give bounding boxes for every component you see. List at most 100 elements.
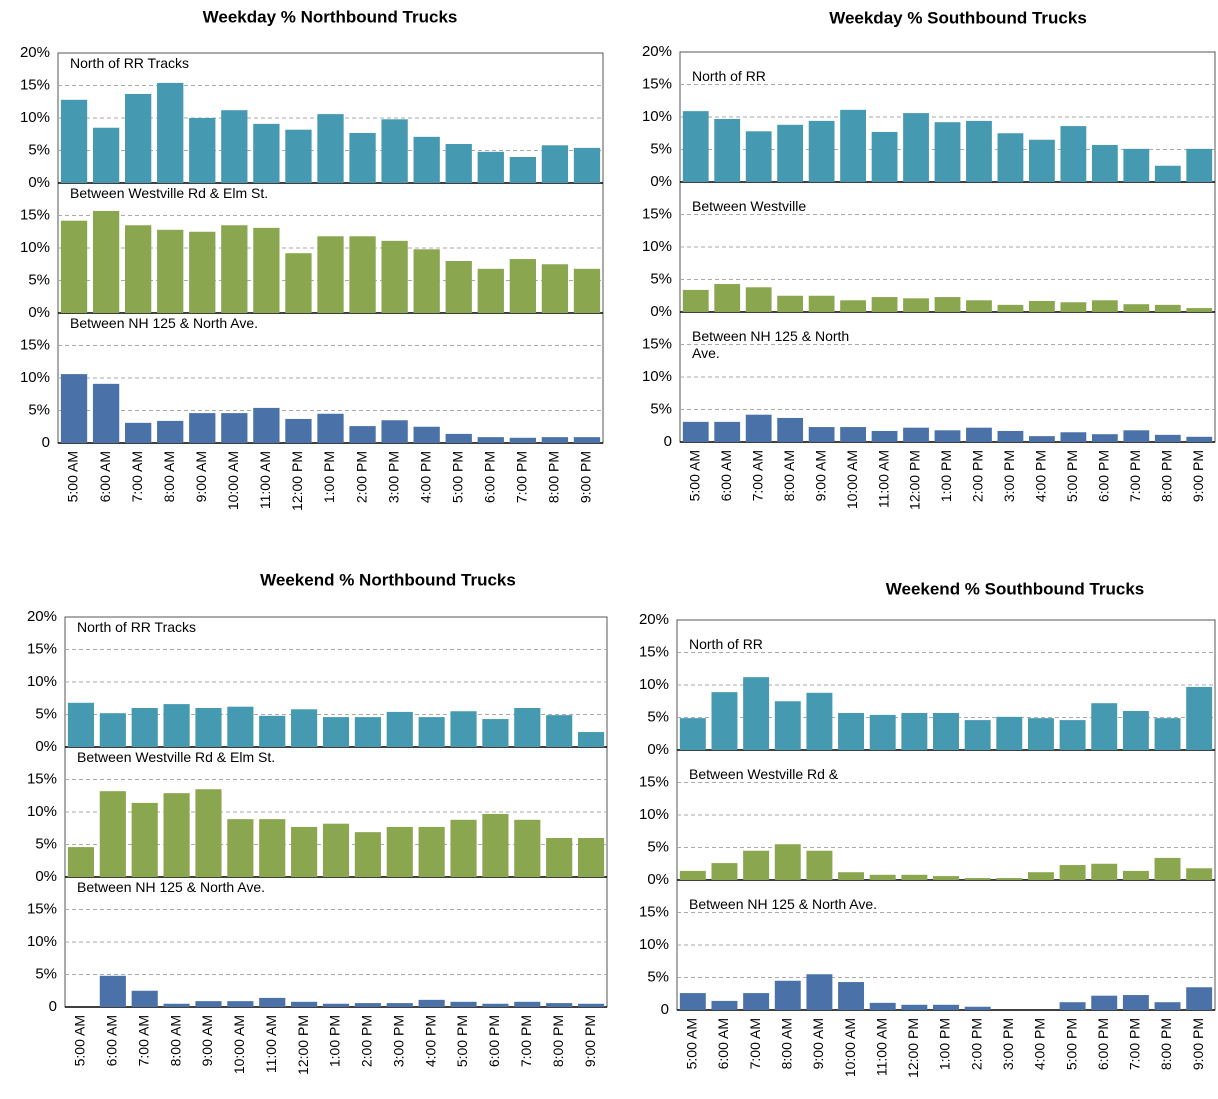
bar — [1059, 1002, 1086, 1010]
bar — [808, 427, 835, 442]
bar — [125, 225, 152, 313]
y-tick-label: 15% — [639, 773, 669, 790]
bar — [682, 111, 709, 182]
bar — [964, 1006, 991, 1010]
x-tick-label: 8:00 AM — [161, 451, 177, 502]
bar — [285, 129, 312, 183]
bar — [60, 374, 88, 443]
x-tick-label: 1:00 PM — [321, 451, 337, 503]
bar — [714, 421, 741, 442]
y-tick-label: 10% — [27, 933, 57, 950]
bar — [546, 838, 573, 877]
x-tick-label: 5:00 AM — [684, 1018, 700, 1069]
bar — [477, 268, 504, 313]
bar — [774, 844, 801, 880]
x-tick-label: 5:00 PM — [1064, 450, 1080, 502]
y-tick-label: 20% — [639, 611, 669, 628]
bar — [1122, 870, 1149, 880]
x-tick-label: 2:00 PM — [970, 450, 986, 502]
y-tick-label: 15% — [20, 206, 50, 223]
x-tick-label: 11:00 AM — [257, 451, 273, 509]
bar — [291, 1001, 318, 1007]
panel-label: Between NH 125 & North Ave. — [692, 328, 850, 361]
y-tick-label: 0 — [42, 434, 50, 451]
bar — [227, 819, 254, 877]
bar — [60, 220, 88, 313]
bar — [1029, 139, 1055, 182]
x-tick-label: 8:00 PM — [1158, 1018, 1174, 1070]
y-tick-label: 15% — [642, 335, 672, 352]
x-tick-label: 11:00 AM — [873, 1018, 889, 1076]
x-tick-label: 6:00 AM — [104, 1015, 120, 1066]
bar — [285, 418, 312, 443]
chart-title: Weekend % Northbound Trucks — [260, 570, 516, 589]
bar — [381, 420, 408, 443]
bar — [131, 990, 158, 1007]
bar — [221, 110, 248, 183]
x-tick-label: 6:00 PM — [486, 1015, 502, 1067]
bar — [1122, 711, 1149, 750]
bar — [195, 789, 222, 877]
bar — [546, 1003, 573, 1007]
bar — [743, 993, 770, 1010]
y-tick-label: 5% — [650, 400, 672, 417]
bar — [285, 253, 312, 313]
bar — [1186, 308, 1213, 312]
x-tick-label: 9:00 PM — [1190, 1018, 1206, 1070]
bar — [509, 259, 536, 313]
panel-label: Between NH 125 & North Ave. — [70, 315, 259, 331]
bar — [509, 437, 536, 443]
bar — [682, 289, 709, 312]
bar — [1186, 686, 1213, 750]
x-tick-label: 5:00 AM — [72, 1015, 88, 1066]
bar — [1122, 995, 1149, 1010]
bar — [1091, 703, 1118, 750]
bar — [514, 1001, 541, 1007]
bar — [777, 295, 804, 312]
bar — [381, 119, 408, 183]
bar — [189, 231, 216, 313]
bar — [743, 850, 770, 880]
bar — [253, 407, 280, 443]
bar — [99, 791, 126, 877]
bar — [577, 732, 605, 747]
bar — [482, 813, 509, 877]
bar — [934, 297, 961, 312]
bar — [163, 1003, 190, 1007]
x-tick-label: 9:00 AM — [810, 1018, 826, 1069]
bar — [131, 802, 158, 877]
bar — [966, 427, 992, 442]
x-tick-label: 7:00 AM — [749, 450, 765, 501]
x-tick-label: 5:00 AM — [65, 451, 81, 502]
bar — [259, 715, 286, 747]
x-tick-label: 9:00 AM — [812, 450, 828, 501]
bar — [1027, 718, 1054, 750]
y-tick-label: 20% — [27, 608, 57, 625]
bar — [871, 297, 898, 312]
y-tick-label: 5% — [647, 968, 669, 985]
y-tick-label: 20% — [642, 43, 672, 60]
bar — [679, 993, 706, 1010]
x-tick-label: 9:00 PM — [1190, 450, 1206, 502]
y-tick-label: 10% — [642, 368, 672, 385]
y-tick-label: 5% — [28, 141, 50, 158]
bar — [157, 420, 184, 443]
bar — [996, 716, 1023, 750]
bar — [541, 264, 569, 313]
bar — [1154, 857, 1181, 880]
bar — [227, 1001, 254, 1007]
chart-title: Weekday % Northbound Trucks — [203, 7, 458, 26]
x-tick-label: 6:00 PM — [1095, 1018, 1111, 1070]
bar — [259, 997, 286, 1007]
bar — [163, 793, 190, 877]
x-tick-label: 7:00 AM — [747, 1018, 763, 1069]
x-tick-label: 3:00 PM — [1001, 450, 1017, 502]
bar — [253, 123, 280, 183]
bar — [1059, 720, 1086, 750]
x-tick-label: 8:00 PM — [1158, 450, 1174, 502]
bar — [195, 708, 222, 747]
bar — [418, 999, 445, 1007]
y-tick-label: 10% — [642, 108, 672, 125]
bar — [445, 261, 472, 313]
bar — [317, 236, 344, 313]
